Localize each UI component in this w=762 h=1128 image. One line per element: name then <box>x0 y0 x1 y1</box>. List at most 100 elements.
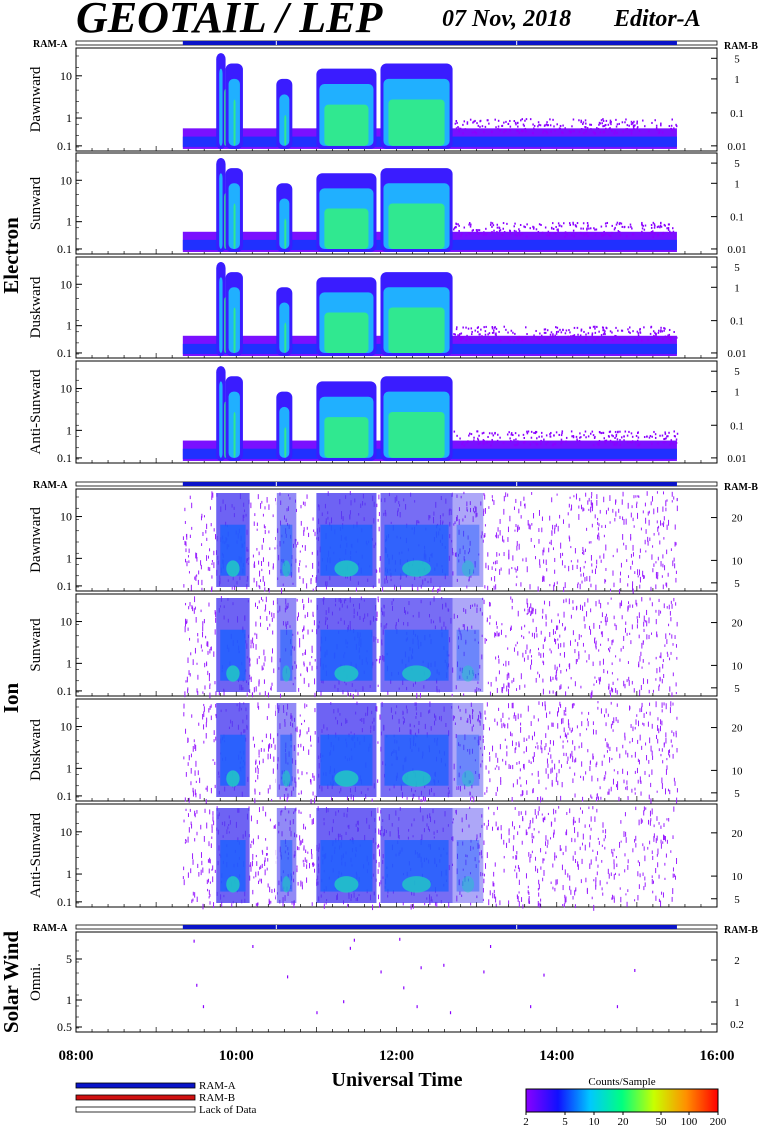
noise-pixel <box>595 729 597 735</box>
noise-pixel <box>513 443 516 446</box>
noise-pixel <box>194 892 196 898</box>
noise-pixel <box>545 443 547 446</box>
noise-pixel <box>627 752 629 758</box>
noise-pixel <box>485 325 487 328</box>
noise-pixel <box>534 430 537 433</box>
noise-pixel <box>533 431 535 434</box>
noise-pixel <box>269 886 271 893</box>
noise-pixel <box>481 125 484 128</box>
ram-b-label: RAM-B <box>724 482 758 493</box>
noise-pixel <box>514 807 516 810</box>
noise-pixel <box>621 121 624 124</box>
noise-pixel <box>520 501 522 507</box>
noise-pixel <box>515 230 517 233</box>
noise-pixel <box>525 557 527 562</box>
noise-pixel <box>640 651 642 656</box>
noise-pixel <box>466 509 468 512</box>
noise-pixel <box>620 562 622 568</box>
noise-pixel <box>377 741 379 744</box>
noise-pixel <box>312 614 314 618</box>
noise-pixel <box>645 742 647 746</box>
noise-pixel <box>470 902 472 906</box>
noise-pixel <box>520 119 522 122</box>
noise-pixel <box>206 555 208 561</box>
noise-pixel <box>649 711 651 716</box>
noise-pixel <box>530 610 532 615</box>
noise-pixel <box>520 515 522 519</box>
noise-pixel <box>377 518 379 522</box>
noise-pixel <box>510 731 512 737</box>
noise-pixel <box>605 544 607 551</box>
noise-pixel <box>622 645 624 649</box>
noise-pixel <box>601 234 603 237</box>
noise-pixel <box>567 512 569 516</box>
noise-pixel <box>523 636 525 639</box>
noise-pixel <box>557 222 560 225</box>
noise-pixel <box>479 688 481 691</box>
noise-pixel <box>626 235 628 238</box>
noise-pixel <box>581 711 583 715</box>
noise-pixel <box>562 440 564 443</box>
noise-pixel <box>457 853 459 859</box>
noise-pixel <box>535 430 538 433</box>
noise-pixel <box>460 716 462 721</box>
noise-pixel <box>473 569 475 574</box>
noise-pixel <box>205 787 207 790</box>
noise-pixel <box>568 723 570 729</box>
noise-pixel <box>605 225 607 228</box>
noise-pixel <box>518 901 520 907</box>
noise-pixel <box>252 853 254 860</box>
noise-pixel <box>495 126 497 129</box>
noise-pixel <box>623 435 625 438</box>
noise-pixel <box>474 561 476 565</box>
noise-pixel <box>552 118 554 121</box>
noise-pixel <box>503 839 505 845</box>
noise-pixel <box>507 331 509 334</box>
noise-pixel <box>460 495 462 499</box>
noise-pixel <box>551 779 553 786</box>
noise-pixel <box>518 434 520 437</box>
noise-pixel <box>606 750 608 753</box>
noise-pixel <box>553 434 555 437</box>
noise-pixel <box>312 562 314 569</box>
noise-pixel <box>204 685 206 690</box>
noise-pixel <box>459 744 461 747</box>
noise-pixel <box>664 644 666 647</box>
noise-pixel <box>529 649 531 652</box>
noise-pixel <box>270 687 272 690</box>
noise-pixel <box>249 674 251 677</box>
noise-pixel <box>613 442 616 445</box>
noise-pixel <box>524 337 527 340</box>
noise-pixel <box>501 723 503 729</box>
noise-pixel <box>497 757 499 763</box>
noise-pixel <box>533 124 536 127</box>
noise-pixel <box>630 565 632 570</box>
noise-pixel <box>583 550 585 556</box>
noise-pixel <box>536 633 538 638</box>
noise-pixel <box>263 538 265 543</box>
noise-pixel <box>664 835 666 840</box>
noise-pixel <box>517 713 519 720</box>
noise-pixel <box>542 678 544 683</box>
noise-pixel <box>495 334 497 337</box>
noise-pixel <box>462 545 464 550</box>
noise-pixel <box>434 901 436 906</box>
noise-pixel <box>538 528 540 532</box>
noise-pixel <box>676 716 678 720</box>
noise-pixel <box>544 704 546 711</box>
noise-pixel <box>637 894 639 901</box>
noise-pixel <box>651 232 654 235</box>
noise-pixel <box>186 619 188 623</box>
noise-pixel <box>499 900 501 906</box>
noise-pixel <box>196 688 198 693</box>
noise-pixel <box>663 329 665 332</box>
noise-pixel <box>615 335 617 338</box>
noise-pixel <box>557 625 559 630</box>
noise-pixel <box>190 584 192 591</box>
noise-pixel <box>474 857 476 862</box>
noise-pixel <box>312 773 314 778</box>
noise-pixel <box>643 326 645 329</box>
noise-pixel <box>517 865 519 870</box>
noise-pixel <box>530 603 532 609</box>
noise-pixel <box>672 227 674 230</box>
